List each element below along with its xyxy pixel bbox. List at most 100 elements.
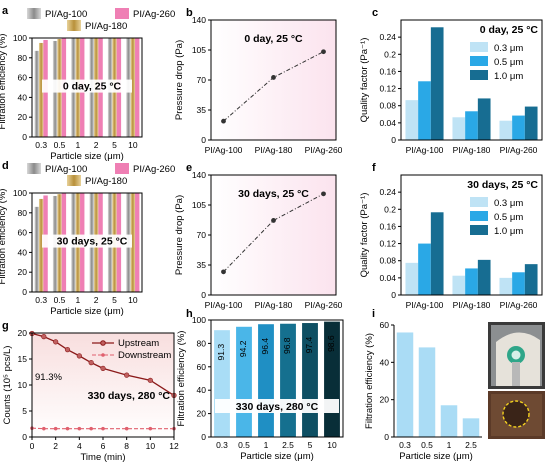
panel-g-point-upstream — [100, 365, 106, 371]
panel-g-annotation: 330 days, 280 °C — [88, 390, 171, 402]
panel-b-point — [221, 118, 226, 124]
panel-d-legend-label: PI/Ag-180 — [85, 176, 127, 187]
panel-f-ytick-label: 0.16 — [379, 221, 396, 231]
panel-h-letter: h — [186, 308, 193, 320]
panel-g-ytick-label: 0 — [22, 432, 27, 442]
panel-a-ytick-label: 80 — [18, 53, 28, 63]
panel-g-point-upstream — [76, 353, 82, 359]
panel-f-ytick-label: 0.2 — [384, 204, 396, 214]
panel-d-xlabel: Particle size (μm) — [50, 306, 124, 317]
panel-d-frame — [31, 192, 143, 293]
panel-a-ytick-label: 40 — [18, 92, 28, 102]
panel-a-xtick-label: 5 — [112, 140, 117, 150]
panel-i-ytick-label: 0 — [384, 432, 389, 442]
panel-a-xtick-label: 10 — [128, 140, 138, 150]
panel-h-xtick-label: 0.5 — [238, 440, 250, 450]
panel-b-xtick-label: PI/Ag-260 — [305, 145, 343, 155]
panel-d-bar-PI/Ag-180 — [130, 193, 136, 292]
panel-a-ytick-label: 0 — [22, 132, 27, 142]
panel-a-ytick-label: 60 — [18, 73, 28, 83]
panel-a-annotation-bg — [42, 79, 132, 93]
panel-a-bar-PI/Ag-180 — [38, 42, 44, 138]
panel-a-bar-PI/Ag-180 — [130, 38, 136, 137]
panel-f-annotation: 30 days, 25 °C — [467, 179, 538, 191]
panel-d-bar-PI/Ag-260 — [135, 193, 140, 292]
panel-c-legend-label: 1.0 μm — [494, 71, 523, 82]
panel-f-bar-0.3 μm — [499, 277, 513, 295]
panel-d-xtick-label: 0.5 — [54, 295, 66, 305]
panel-i-ytick-label: 20 — [380, 395, 390, 405]
panel-f-legend-label: 1.0 μm — [494, 226, 523, 237]
panel-f-bar-0.5 μm — [465, 268, 478, 295]
panel-g-series-upstream — [31, 332, 175, 396]
panel-c-ytick-label: 0.04 — [379, 118, 396, 128]
panel-g-point-downstream — [42, 426, 46, 431]
panel-g-legend-marker — [101, 353, 105, 357]
panel-a-bar-PI/Ag-260 — [135, 38, 140, 137]
panel-g-point-downstream — [53, 426, 58, 431]
panel-b-background — [211, 20, 336, 140]
panel-h-ytick-label: 0 — [201, 432, 206, 442]
panel-c-xtick-label: PI/Ag-260 — [500, 145, 538, 155]
panel-g-xtick-label: 10 — [146, 441, 156, 451]
panel-e-xtick-label: PI/Ag-100 — [205, 300, 243, 310]
panel-c-ytick-label: 0 — [391, 135, 396, 145]
panel-c-bar-0.3 μm — [499, 120, 513, 140]
panel-a-xtick-label: 0.5 — [54, 140, 66, 150]
panel-i-bar — [418, 347, 436, 437]
panel-i-photo-filter-outline — [502, 400, 530, 428]
panel-f-xtick-label: PI/Ag-100 — [406, 300, 444, 310]
panel-a-xlabel: Particle size (μm) — [50, 151, 124, 162]
panel-c-bar-0.3 μm — [452, 117, 466, 140]
panel-a-legend-swatch — [27, 8, 41, 19]
panel-g-point-upstream — [88, 360, 94, 366]
panel-g-point-upstream — [53, 339, 59, 345]
panel-b-ylabel: Pressure drop (Pa) — [174, 40, 185, 120]
panel-b-letter: b — [186, 7, 193, 19]
panel-h-value-label: 96.4 — [260, 338, 270, 355]
panel-e-ytick-label: 0 — [201, 290, 206, 300]
panel-e-xtick-label: PI/Ag-180 — [255, 300, 293, 310]
panel-d-ytick-label: 80 — [18, 208, 28, 218]
panel-g-xtick-label: 2 — [53, 441, 58, 451]
panel-c-legend-label: 0.5 μm — [494, 57, 523, 68]
panel-h-value-label: 98.6 — [326, 335, 336, 352]
panel-c-ylabel: Quality factor (Pa⁻¹) — [359, 38, 370, 123]
panel-d-xtick-label: 10 — [128, 295, 138, 305]
panel-e-ytick-label: 140 — [192, 170, 206, 180]
panel-e-series-line — [223, 193, 324, 273]
panel-g-point-downstream — [89, 426, 93, 431]
panel-c-letter: c — [372, 7, 378, 19]
panel-f-xtick-label: PI/Ag-180 — [453, 300, 491, 310]
panel-f-bar-1.0 μm — [477, 259, 491, 295]
panel-d-bar-PI/Ag-180 — [38, 198, 44, 292]
panel-b-ytick-label: 35 — [197, 105, 207, 115]
panel-e-point — [321, 191, 326, 197]
panel-h-value-label: 94.2 — [238, 340, 248, 357]
panel-c-bar-0.5 μm — [465, 111, 478, 140]
panel-d-ytick-label: 20 — [18, 267, 28, 277]
panel-a-legend-label: PI/Ag-260 — [133, 9, 175, 20]
panel-b-annotation: 0 day, 25 °C — [244, 33, 303, 45]
panel-f-xtick-label: PI/Ag-260 — [500, 300, 538, 310]
panel-a-legend-label: PI/Ag-180 — [85, 21, 127, 32]
panel-f-bar-1.0 μm — [524, 264, 538, 295]
panel-g-legend-label: Upstream — [118, 338, 159, 349]
panel-d-ytick-label: 40 — [18, 247, 28, 257]
panel-c-legend-swatch — [470, 70, 488, 80]
panel-h-value-label: 96.8 — [282, 337, 292, 354]
panel-i-xtick-label: 2.5 — [465, 440, 477, 450]
panel-g-legend-label: Downstream — [118, 350, 171, 361]
panel-d-legend-swatch — [115, 163, 129, 174]
panel-a-legend-label: PI/Ag-100 — [45, 9, 87, 20]
panel-h-ytick-label: 80 — [197, 338, 207, 348]
panel-b-ytick-label: 0 — [201, 135, 206, 145]
panel-b-ytick-label: 70 — [197, 75, 207, 85]
panel-i-ylabel: Filtration efficiency (%) — [364, 333, 375, 429]
panel-c-legend-swatch — [470, 42, 488, 52]
panel-b-ytick-label: 140 — [192, 15, 206, 25]
panel-c-bar-1.0 μm — [524, 106, 538, 140]
panel-e-annotation: 30 days, 25 °C — [238, 188, 309, 200]
panel-c-xtick-label: PI/Ag-180 — [453, 145, 491, 155]
panel-f-bar-0.3 μm — [405, 262, 419, 295]
